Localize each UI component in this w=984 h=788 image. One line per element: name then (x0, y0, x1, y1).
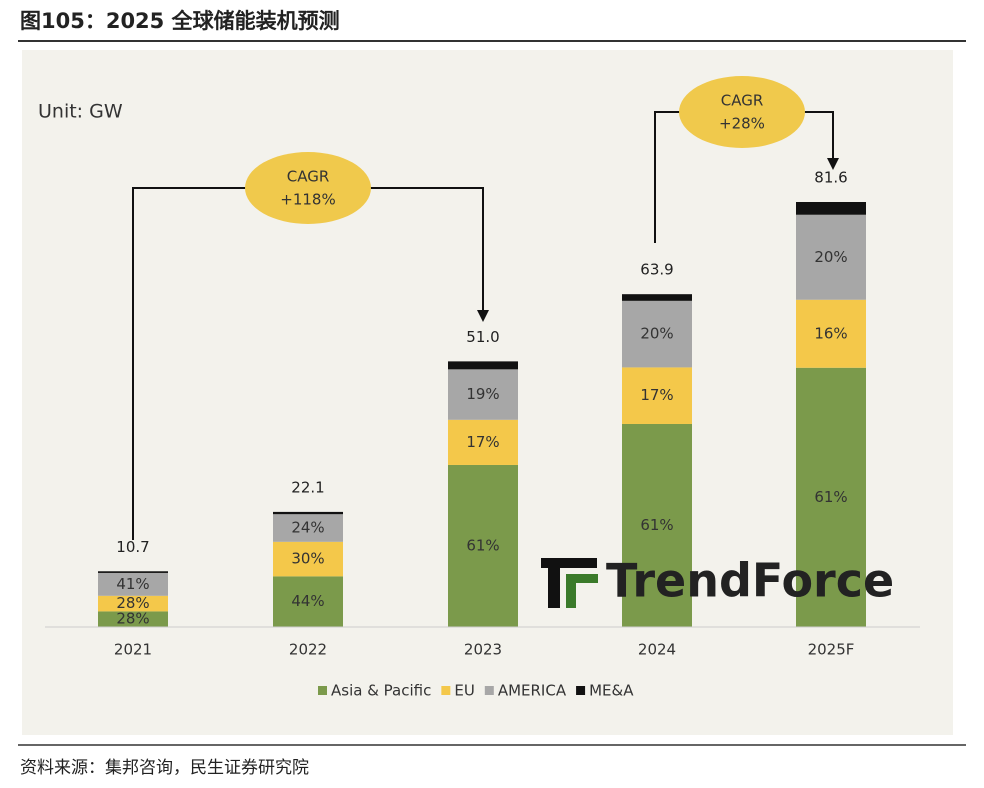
segment-label: 61% (640, 516, 673, 534)
legend-swatch (318, 686, 327, 695)
legend-label: Asia & Pacific (331, 682, 431, 700)
bar-segment (796, 299, 866, 368)
x-tick-label: 2023 (464, 641, 502, 659)
segment-label: 28% (116, 610, 149, 628)
bar-segment (98, 595, 168, 612)
arrowhead (477, 310, 489, 322)
x-tick-label: 2025F (808, 641, 855, 659)
total-label: 10.7 (116, 538, 149, 556)
bar-segment (448, 369, 518, 420)
bar-segment (622, 300, 692, 368)
segment-label: 16% (814, 324, 847, 342)
legend-label: AMERICA (498, 682, 567, 700)
bars: 28%28%41%10.7202144%30%24%22.1202261%17%… (98, 169, 866, 659)
legend-swatch (441, 686, 451, 695)
bar-segment (98, 611, 168, 627)
cagr-title: CAGR (287, 168, 330, 186)
total-label: 22.1 (291, 478, 324, 496)
logo-part (566, 583, 576, 608)
segment-label: 17% (640, 386, 673, 404)
total-label: 63.9 (640, 261, 673, 279)
bar-segment (448, 464, 518, 627)
x-tick-label: 2022 (289, 641, 327, 659)
bar-segment (98, 572, 168, 596)
bar-segment (796, 214, 866, 300)
logo-part (548, 568, 560, 608)
legend-label: ME&A (589, 682, 634, 700)
legend: Asia & Pacific EU AMERICA ME&A (318, 682, 634, 700)
segment-label: 61% (466, 536, 499, 554)
bar-segment (273, 514, 343, 542)
watermark: TrendForce (541, 554, 894, 608)
unit-label: Unit: GW (38, 101, 123, 123)
segment-label: 41% (116, 575, 149, 593)
bar-segment (273, 541, 343, 577)
arrowhead (827, 158, 839, 170)
cagr-title: CAGR (721, 92, 764, 110)
legend-label: EU (454, 682, 474, 700)
x-tick-label: 2021 (114, 641, 152, 659)
cagr-text: +118% (280, 191, 335, 209)
header-title: 图105：2025 全球储能装机预测 (20, 9, 340, 33)
segment-label: 61% (814, 488, 847, 506)
bar-segment (448, 361, 518, 370)
segment-label: 20% (640, 325, 673, 343)
logo-part (541, 558, 597, 568)
source: 资料来源：集邦咨询，民生证券研究院 (20, 758, 309, 778)
segment-label: 30% (291, 550, 324, 568)
cagr-bubble (245, 152, 371, 224)
x-tick-label: 2024 (638, 641, 676, 659)
segment-label: 28% (116, 594, 149, 612)
segment-label: 19% (466, 385, 499, 403)
bar-segment (98, 571, 168, 573)
segment-label: 44% (291, 592, 324, 610)
bar-segment (796, 367, 866, 627)
legend-swatch (576, 686, 586, 695)
segment-label: 20% (814, 248, 847, 266)
cagr-bubble (679, 76, 805, 148)
segment-label: 24% (291, 519, 324, 537)
bar-segment (622, 367, 692, 424)
total-label: 81.6 (814, 169, 847, 187)
total-label: 51.0 (466, 328, 499, 346)
cagr-text: +28% (719, 115, 765, 133)
segment-label: 17% (466, 433, 499, 451)
bar-segment (273, 511, 343, 515)
logo-part (566, 574, 598, 583)
bar-segment (448, 419, 518, 465)
bar-segment (796, 202, 866, 215)
bar-segment (622, 423, 692, 627)
legend-swatch (484, 686, 494, 695)
watermark-text: TrendForce (606, 554, 894, 608)
bar-segment (273, 576, 343, 627)
bar-segment (622, 294, 692, 301)
